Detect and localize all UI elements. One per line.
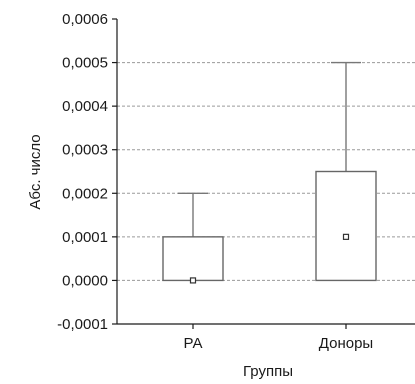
y-tick-label: 0,0006 (62, 11, 108, 28)
y-tick-label: 0,0005 (62, 55, 108, 72)
box-rect (162, 236, 224, 282)
box-rect (315, 170, 377, 282)
y-tick-label: 0,0004 (62, 98, 108, 115)
axes-layer (116, 19, 415, 325)
ticks-layer: -0,0001 0,0000 0,0001 0,0002 0,0003 0,0004 0,0… (57, 11, 373, 352)
median-marker (342, 233, 350, 240)
x-tick-label: РА (183, 335, 202, 352)
y-axis-title: Абс. число (27, 134, 44, 209)
median-marker (189, 277, 197, 284)
y-tick-label: 0,0003 (62, 142, 108, 159)
y-tick-label: 0,0001 (62, 229, 108, 246)
boxes-layer (162, 61, 377, 284)
x-tick-label: Доноры (319, 335, 373, 352)
y-tick-label: 0,0002 (62, 185, 108, 202)
box-group (315, 61, 377, 282)
y-tick-label: 0,0000 (62, 272, 108, 289)
box-group (162, 192, 224, 284)
y-tick-label: -0,0001 (57, 316, 108, 333)
x-axis-title: Группы (243, 363, 293, 379)
